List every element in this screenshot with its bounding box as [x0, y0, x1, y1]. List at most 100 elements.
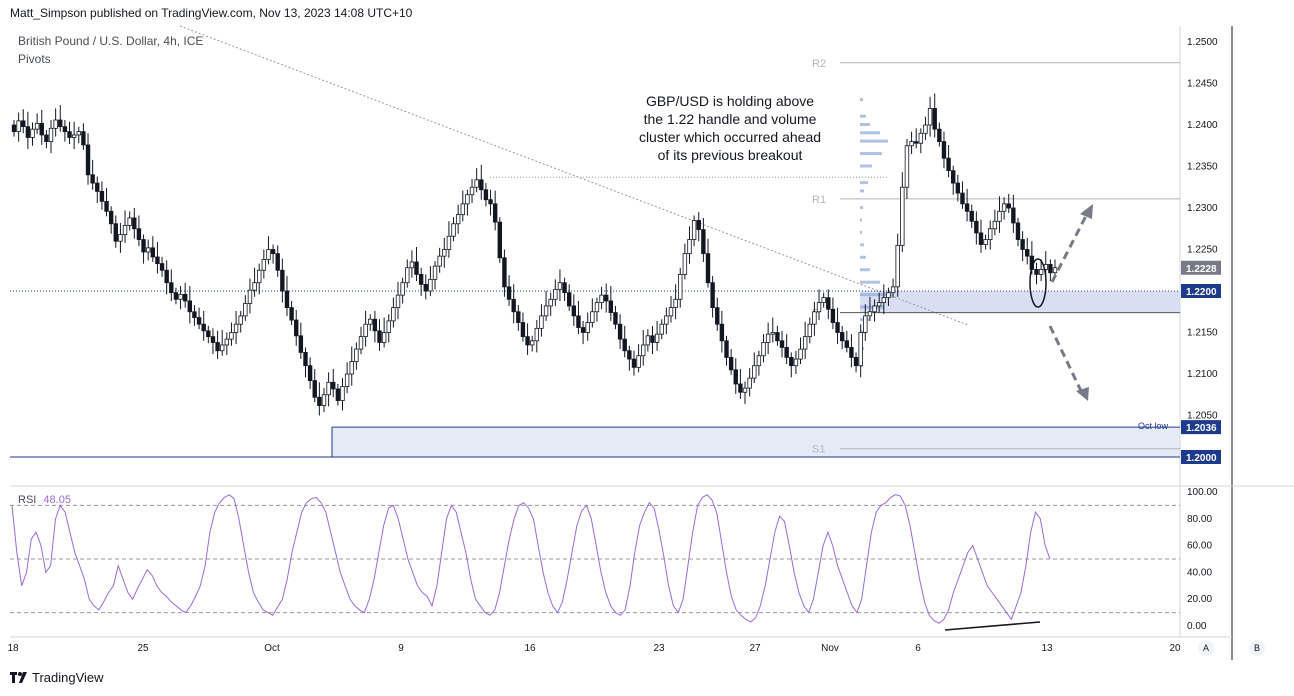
candle-body — [303, 352, 308, 367]
annotation-line: GBP/USD is holding above — [645, 93, 815, 109]
candle-body — [178, 293, 183, 300]
price-tag — [1181, 260, 1221, 275]
candle-body — [53, 119, 58, 129]
candle-body — [752, 365, 757, 379]
time-tick-label: 6 — [915, 643, 921, 654]
candle-body — [1048, 264, 1053, 274]
rsi-tick-label: 100.00 — [1187, 487, 1218, 498]
candle-body — [446, 235, 452, 250]
volume-profile-bar — [860, 139, 888, 143]
rsi-legend[interactable]: RSI 48.05 — [18, 494, 71, 506]
candle-body — [368, 318, 373, 325]
candle-body — [1038, 269, 1044, 275]
candle-body — [391, 307, 396, 322]
candle-body — [641, 344, 646, 357]
candle-body — [839, 332, 845, 342]
price-tag-label: 1.2000 — [1186, 453, 1217, 464]
candle-body — [99, 190, 105, 202]
candle-body — [127, 217, 132, 226]
candle-body — [289, 307, 294, 321]
rsi-pane — [10, 494, 1180, 631]
candle-body — [423, 283, 428, 292]
candle-body — [428, 278, 433, 292]
candle-body — [483, 189, 489, 201]
candle-body — [321, 394, 327, 406]
candle-body — [858, 332, 863, 367]
candle-body — [821, 297, 826, 304]
rsi-tick-label: 0.00 — [1187, 621, 1207, 632]
candle-body — [863, 315, 868, 333]
candle-body — [673, 298, 678, 308]
axes: 1.2050 1.2100 1.2150 1.2200 1.2250 1.2300 1.23… — [7, 37, 1221, 654]
log-scale-button[interactable]: B — [1249, 640, 1265, 656]
candle-body — [543, 305, 549, 317]
candle-body — [742, 387, 748, 393]
candle-body — [599, 294, 604, 304]
candle-body — [497, 221, 502, 259]
candle-body — [372, 318, 378, 332]
candle-body — [358, 336, 364, 350]
candle-body — [927, 108, 933, 126]
oct-low-label: Oct low — [1138, 421, 1169, 431]
rsi-value: 48.05 — [43, 494, 71, 506]
candle-body — [30, 128, 35, 138]
candle-body — [918, 132, 924, 144]
footer: TradingView — [10, 670, 104, 685]
volume-profile-bar — [860, 123, 870, 126]
volume-profile-bar — [860, 330, 866, 334]
candle-body — [206, 330, 211, 338]
candle-body — [474, 179, 479, 188]
candle-body — [113, 223, 118, 242]
pivots-legend[interactable]: Pivots — [18, 52, 51, 66]
candle-body — [229, 332, 234, 340]
candle-body — [807, 323, 812, 338]
candle-body — [141, 239, 146, 253]
bearish-arrow — [1048, 325, 1084, 394]
candle-body — [678, 273, 683, 300]
candle-body — [502, 257, 507, 288]
candle-body — [770, 332, 775, 335]
candle-body — [594, 302, 600, 313]
candle-body — [613, 312, 618, 325]
rsi-divergence-line — [944, 621, 1041, 631]
candle-body — [381, 332, 387, 343]
candle-body — [779, 340, 785, 348]
rsi-tick-label: 40.00 — [1187, 567, 1212, 578]
time-tick-label: 18 — [7, 643, 19, 654]
symbol-legend[interactable]: British Pound / U.S. Dollar, 4h, ICE — [18, 34, 204, 48]
candle-body — [298, 335, 304, 353]
candle-body — [340, 386, 345, 401]
publish-header: Matt_Simpson published on TradingView.co… — [10, 6, 413, 20]
price-tick-label: 1.2400 — [1187, 120, 1218, 131]
candle-body — [432, 265, 438, 280]
candle-body — [895, 244, 900, 288]
candle-body — [978, 232, 984, 245]
candle-body — [317, 396, 322, 406]
auto-scale-button[interactable]: A — [1198, 640, 1214, 656]
candle-body — [765, 333, 771, 343]
candle-body — [617, 323, 623, 340]
candle-body — [668, 307, 674, 317]
footer-brand: TradingView — [32, 670, 104, 685]
candle-body — [553, 288, 558, 300]
rsi-tick-label: 60.00 — [1187, 541, 1212, 552]
candle-body — [761, 342, 766, 357]
candle-body — [252, 282, 257, 291]
candle-body — [1020, 239, 1025, 250]
candle-body — [437, 255, 442, 267]
candle-body — [266, 249, 271, 260]
candle-body — [682, 253, 688, 275]
trend-line — [179, 25, 969, 326]
candle-body — [469, 186, 475, 196]
bullish-arrow — [1050, 211, 1090, 283]
candle-body — [608, 300, 614, 313]
candle-body — [622, 338, 627, 352]
candle-body — [21, 120, 26, 128]
candle-body — [590, 311, 595, 323]
candle-body — [941, 141, 947, 159]
candle-body — [335, 388, 341, 401]
candle-body — [187, 300, 193, 313]
candle-body — [710, 282, 715, 309]
price-tick-label: 1.2050 — [1187, 411, 1218, 422]
